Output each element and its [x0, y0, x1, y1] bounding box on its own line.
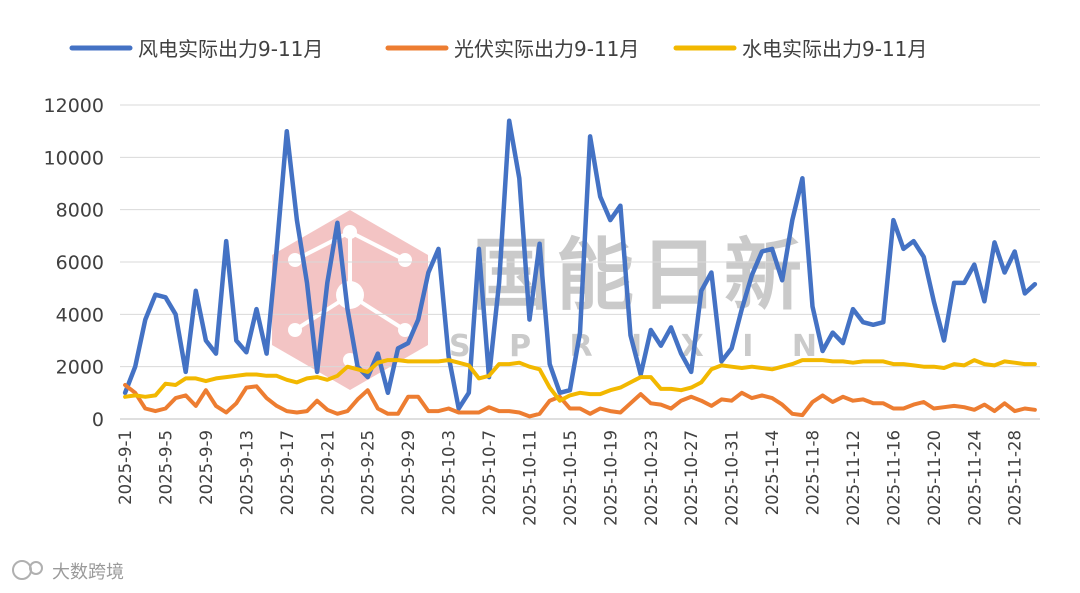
x-tick-label: 2025-11-28 — [1006, 430, 1025, 526]
x-tick-label: 2025-11-24 — [965, 430, 984, 526]
x-tick-label: 2025-10-27 — [682, 430, 701, 526]
x-tick-label: 2025-9-29 — [399, 430, 418, 515]
series-line-1 — [122, 118, 1038, 411]
x-tick-label: 2025-10-19 — [601, 430, 620, 526]
x-tick-label: 2025-9-21 — [318, 430, 337, 515]
x-tick-label: 2025-11-16 — [884, 430, 903, 526]
x-axis: 2025-9-1 2025-9-5 2025-9-9 2025-9-13 2025-9-… — [116, 430, 1025, 526]
x-tick-label: 2025-9-5 — [156, 430, 175, 505]
y-axis: 0 2000 4000 6000 8000 10000 12000 — [44, 95, 104, 431]
footer-logo-icon — [12, 560, 32, 580]
gridlines — [120, 104, 1040, 420]
y-tick-label: 10000 — [44, 147, 104, 169]
x-tick-label: 2025-11-8 — [804, 430, 823, 515]
x-tick-label: 2025-10-23 — [642, 430, 661, 526]
x-tick-label: 2025-9-1 — [116, 430, 135, 505]
x-tick-label: 2025-11-4 — [763, 430, 782, 515]
x-tick-label: 2025-9-9 — [197, 430, 216, 505]
x-tick-label: 2025-10-11 — [520, 430, 539, 526]
watermark-sub-text: S P R I X I N — [449, 329, 831, 364]
legend-label: 风电实际出力9-11月 — [138, 37, 323, 61]
x-tick-label: 2025-9-17 — [278, 430, 297, 515]
x-tick-label: 2025-9-13 — [237, 430, 256, 515]
series-line-2 — [123, 383, 1037, 419]
x-tick-label: 2025-10-3 — [440, 430, 459, 515]
footer-watermark-text: 大数跨境 — [52, 562, 124, 583]
legend: 风电实际出力9-11月 光伏实际出力9-11月 水电实际出力9-11月 — [69, 37, 927, 61]
legend-label: 光伏实际出力9-11月 — [454, 37, 639, 61]
x-tick-label: 2025-11-20 — [925, 430, 944, 526]
legend-label: 水电实际出力9-11月 — [742, 37, 927, 61]
watermark-logo — [272, 210, 428, 390]
series-line-3 — [123, 358, 1037, 403]
y-tick-label: 12000 — [44, 95, 104, 117]
y-tick-label: 0 — [92, 409, 104, 431]
x-tick-label: 2025-10-15 — [561, 430, 580, 526]
series-lines — [122, 118, 1038, 419]
x-tick-label: 2025-9-25 — [359, 430, 378, 515]
y-tick-label: 8000 — [56, 200, 104, 222]
y-tick-label: 4000 — [56, 304, 104, 326]
footer-watermark: 大数跨境 — [12, 560, 124, 583]
x-tick-label: 2025-11-12 — [844, 430, 863, 526]
x-tick-label: 2025-10-31 — [723, 430, 742, 526]
x-tick-label: 2025-10-7 — [480, 430, 499, 515]
y-tick-label: 6000 — [56, 252, 104, 274]
y-tick-label: 2000 — [56, 357, 104, 379]
